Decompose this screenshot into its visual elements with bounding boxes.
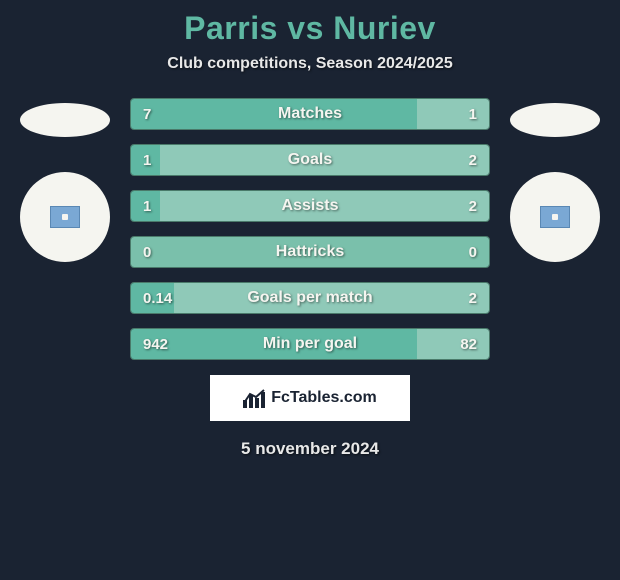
stat-right-value: 2 <box>469 152 477 169</box>
stat-label: Matches <box>278 105 342 123</box>
right-player-avatar <box>510 172 600 262</box>
stat-left-value: 1 <box>143 152 151 169</box>
stat-right-value: 2 <box>469 198 477 215</box>
generated-date: 5 november 2024 <box>241 439 379 459</box>
stat-label: Hattricks <box>276 243 344 261</box>
stat-left-value: 0 <box>143 244 151 261</box>
avatar-dot <box>62 214 68 220</box>
stat-label: Min per goal <box>263 335 357 353</box>
stat-label: Goals <box>288 151 332 169</box>
brand-badge[interactable]: FcTables.com <box>210 375 410 421</box>
fctables-logo-icon <box>243 388 265 408</box>
comparison-container: Parris vs Nuriev Club competitions, Seas… <box>0 0 620 459</box>
stat-left-value: 0.14 <box>143 290 172 307</box>
brand-text: FcTables.com <box>271 389 377 407</box>
stat-row-assists: 1 Assists 2 <box>130 190 490 222</box>
avatar-dot <box>552 214 558 220</box>
stat-right-value: 0 <box>469 244 477 261</box>
stat-left-value: 1 <box>143 198 151 215</box>
right-player-col <box>505 98 605 262</box>
stat-label: Goals per match <box>247 289 372 307</box>
stat-row-goals-per-match: 0.14 Goals per match 2 <box>130 282 490 314</box>
right-team-badge <box>510 103 600 137</box>
page-title: Parris vs Nuriev <box>184 10 436 47</box>
left-player-col <box>15 98 115 262</box>
page-subtitle: Club competitions, Season 2024/2025 <box>167 55 452 73</box>
stat-row-hattricks: 0 Hattricks 0 <box>130 236 490 268</box>
stat-row-matches: 7 Matches 1 <box>130 98 490 130</box>
avatar-placeholder-icon <box>540 206 570 228</box>
bar-right <box>417 99 489 129</box>
stat-right-value: 1 <box>469 106 477 123</box>
left-team-badge <box>20 103 110 137</box>
stat-right-value: 82 <box>460 336 477 353</box>
stat-left-value: 942 <box>143 336 168 353</box>
bar-right <box>417 329 489 359</box>
avatar-placeholder-icon <box>50 206 80 228</box>
main-area: 7 Matches 1 1 Goals 2 1 Assists 2 0 <box>0 98 620 360</box>
stat-row-goals: 1 Goals 2 <box>130 144 490 176</box>
stat-right-value: 2 <box>469 290 477 307</box>
stat-left-value: 7 <box>143 106 151 123</box>
stats-column: 7 Matches 1 1 Goals 2 1 Assists 2 0 <box>130 98 490 360</box>
bar-left <box>131 99 417 129</box>
left-player-avatar <box>20 172 110 262</box>
stat-row-min-per-goal: 942 Min per goal 82 <box>130 328 490 360</box>
stat-label: Assists <box>282 197 339 215</box>
